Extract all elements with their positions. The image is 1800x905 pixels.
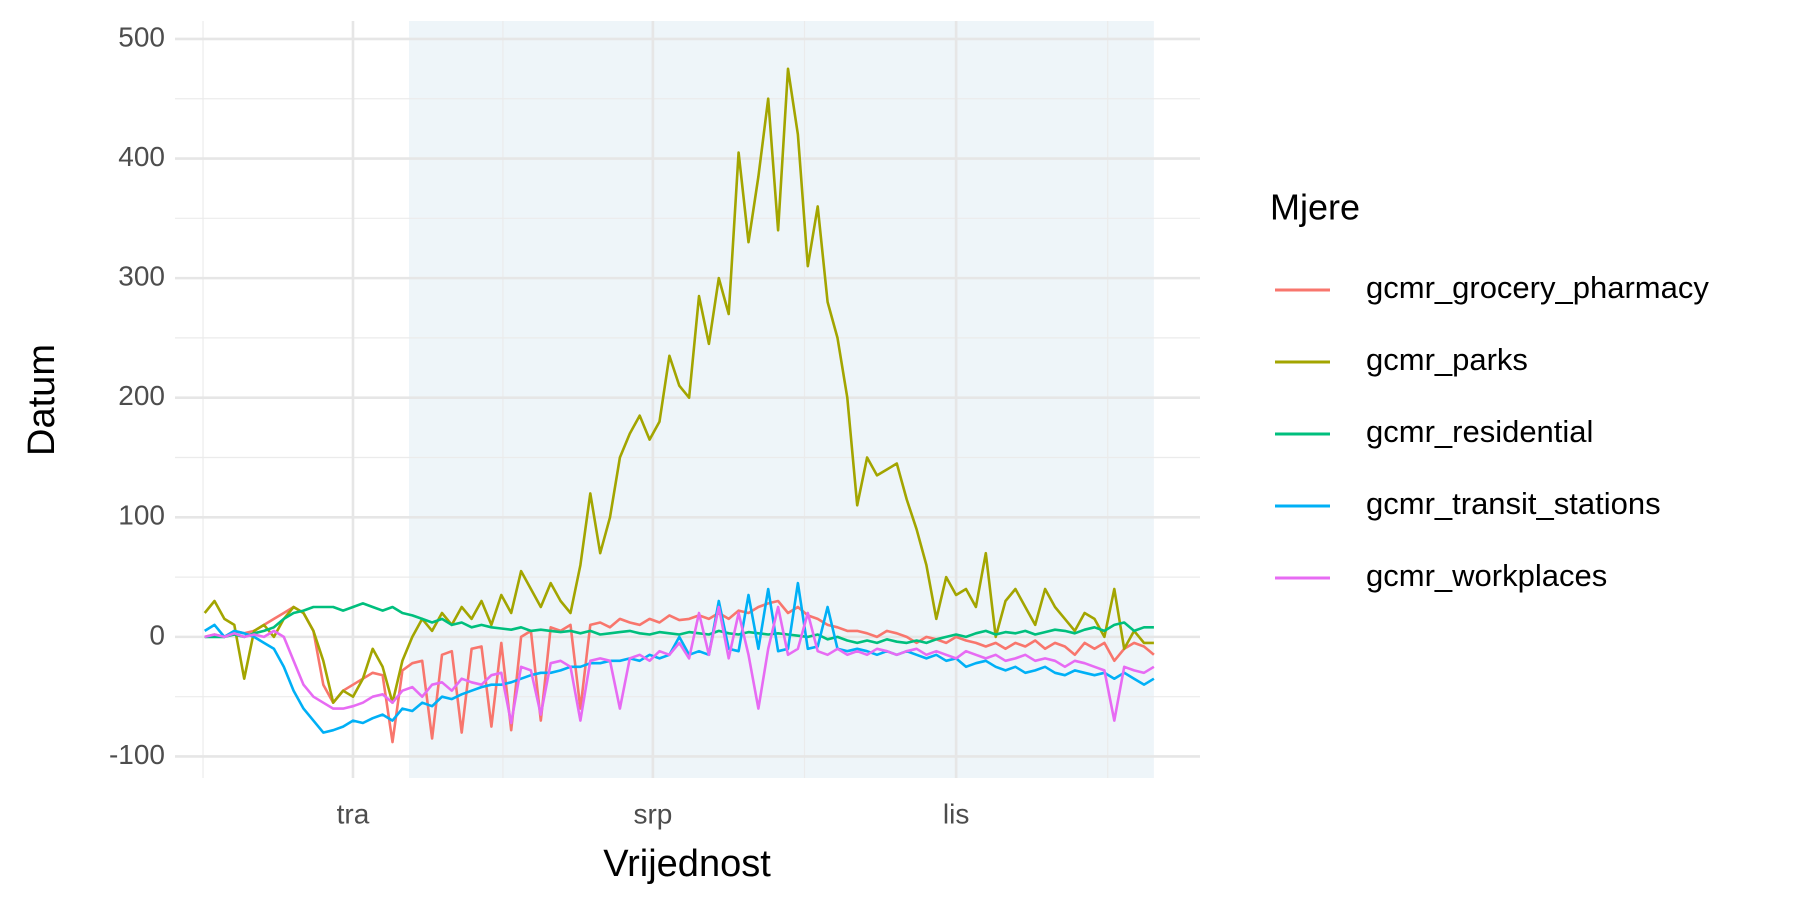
series-line xyxy=(204,602,1154,645)
legend-label: gcmr_grocery_pharmacy xyxy=(1366,270,1709,305)
y-tick-label: 500 xyxy=(118,21,165,52)
legend-label: gcmr_workplaces xyxy=(1366,558,1607,593)
y-axis-title: Datum xyxy=(21,344,63,456)
y-tick-label: 300 xyxy=(118,261,165,292)
x-axis-title: Vrijednost xyxy=(603,843,771,885)
series-line xyxy=(204,605,1155,725)
x-tick-label: lis xyxy=(943,798,969,829)
shaded-range xyxy=(409,21,1154,778)
x-tick-label: srp xyxy=(633,798,672,829)
x-tick-label: tra xyxy=(337,798,370,829)
series-line xyxy=(204,581,1155,734)
legend: gcmr_grocery_pharmacy gcmr_parks gcmr_resi… xyxy=(1275,270,1709,593)
y-tick-label: 0 xyxy=(149,619,165,650)
grid xyxy=(175,21,1200,778)
legend-title: Mjere xyxy=(1270,187,1360,228)
series-line xyxy=(203,67,1154,704)
legend-label: gcmr_transit_stations xyxy=(1366,486,1661,521)
legend-label: gcmr_parks xyxy=(1366,342,1528,377)
y-tick-label: 400 xyxy=(118,141,165,172)
y-tick-label: 200 xyxy=(118,380,165,411)
plot-area xyxy=(175,21,1200,778)
legend-label: gcmr_residential xyxy=(1366,414,1593,449)
y-tick-label: -100 xyxy=(109,739,165,770)
y-tick-label: 100 xyxy=(118,500,165,531)
